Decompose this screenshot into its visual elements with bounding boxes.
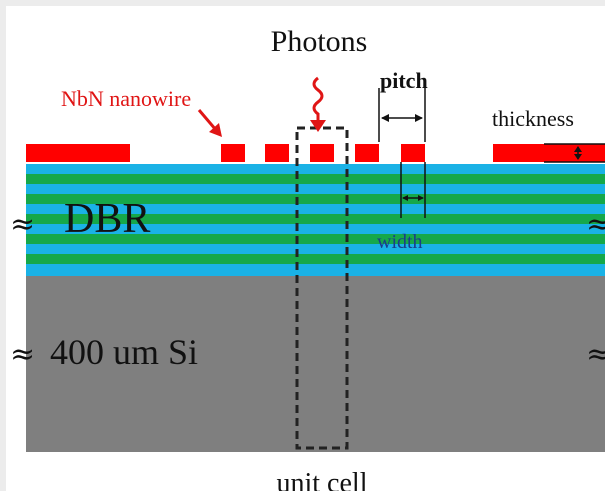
- pitch-label: pitch: [380, 68, 428, 93]
- dbr-layer: [26, 174, 605, 184]
- thickness-dimension: [544, 143, 605, 163]
- nanowire-pointer-arrow: [197, 109, 218, 131]
- dbr-stack: [26, 164, 605, 276]
- nanowire-strip: [493, 144, 605, 162]
- unit-cell-box: [295, 126, 349, 450]
- nanowire-strip: [221, 144, 245, 162]
- dbr-layer: [26, 254, 605, 264]
- break-mark-icon: ≈: [586, 207, 605, 242]
- nanowire-label: NbN nanowire: [61, 86, 191, 111]
- break-mark-icon: ≈: [586, 337, 605, 372]
- pitch-dimension: [378, 88, 426, 142]
- dbr-layer: [26, 224, 605, 234]
- nanowire-strip: [355, 144, 379, 162]
- unit-cell-label: unit cell: [277, 468, 368, 491]
- dbr-label: DBR: [64, 196, 150, 242]
- photons-label: Photons: [271, 25, 368, 58]
- nanowire-pointer-arrowhead-icon: [209, 123, 222, 137]
- width-dimension: [400, 162, 426, 218]
- nanowire-strip: [401, 144, 425, 162]
- substrate-label: 400 um Si: [50, 332, 198, 372]
- dbr-layer: [26, 204, 605, 214]
- dbr-layer: [26, 234, 605, 244]
- diagram-canvas: Photons NbN nanowire pitch thickness wid…: [10, 25, 605, 491]
- nanowire-strip: [265, 144, 289, 162]
- dbr-layer: [26, 264, 605, 276]
- nanowire-strip: [310, 144, 334, 162]
- thickness-label: thickness: [492, 106, 574, 131]
- si-substrate: [26, 276, 605, 452]
- dbr-layer: [26, 194, 605, 204]
- dbr-layer: [26, 164, 605, 174]
- dbr-layer: [26, 244, 605, 254]
- nanowire-strip: [26, 144, 130, 162]
- dbr-layer: [26, 184, 605, 194]
- nanowire-array: [26, 144, 605, 162]
- dbr-layer: [26, 214, 605, 224]
- figure-frame: Photons NbN nanowire pitch thickness wid…: [6, 6, 605, 491]
- photon-squiggle-icon: [312, 76, 324, 124]
- break-mark-icon: ≈: [10, 207, 35, 242]
- width-label: width: [377, 231, 423, 253]
- break-mark-icon: ≈: [10, 337, 35, 372]
- photon-arrowhead-icon: [310, 120, 326, 132]
